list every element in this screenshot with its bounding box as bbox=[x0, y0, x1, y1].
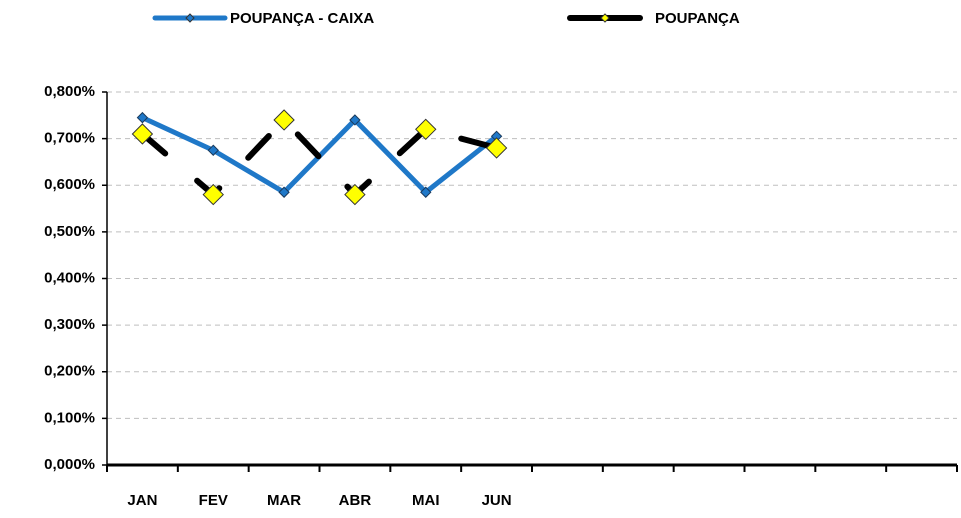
y-tick-label: 0,000% bbox=[44, 456, 95, 473]
legend-label: POUPANÇA bbox=[655, 10, 740, 27]
marker bbox=[415, 118, 437, 141]
legend-label: POUPANÇA - CAIXA bbox=[230, 10, 374, 27]
y-tick-label: 0,300% bbox=[44, 316, 95, 333]
marker bbox=[131, 123, 154, 145]
legend-marker bbox=[600, 13, 610, 23]
x-tick-label: MAI bbox=[412, 492, 440, 509]
y-tick-label: 0,100% bbox=[44, 409, 95, 426]
y-tick-label: 0,500% bbox=[44, 223, 95, 240]
x-tick-label: MAR bbox=[267, 492, 301, 509]
marker bbox=[202, 183, 224, 206]
legend-marker bbox=[185, 13, 195, 23]
marker bbox=[278, 186, 290, 198]
marker bbox=[207, 144, 219, 156]
y-tick-label: 0,800% bbox=[44, 83, 95, 100]
series-line bbox=[139, 115, 500, 199]
x-tick-label: FEV bbox=[199, 492, 228, 509]
y-tick-label: 0,200% bbox=[44, 363, 95, 380]
y-tick-label: 0,400% bbox=[44, 269, 95, 286]
x-tick-label: ABR bbox=[339, 492, 372, 509]
y-tick-label: 0,700% bbox=[44, 130, 95, 147]
x-tick-label: JUN bbox=[482, 492, 512, 509]
marker bbox=[485, 137, 508, 159]
x-tick-label: JAN bbox=[127, 492, 157, 509]
marker bbox=[349, 114, 361, 126]
marker bbox=[344, 183, 366, 206]
y-tick-label: 0,600% bbox=[44, 176, 95, 193]
marker bbox=[136, 111, 149, 124]
marker bbox=[420, 186, 432, 198]
marker bbox=[273, 109, 295, 131]
